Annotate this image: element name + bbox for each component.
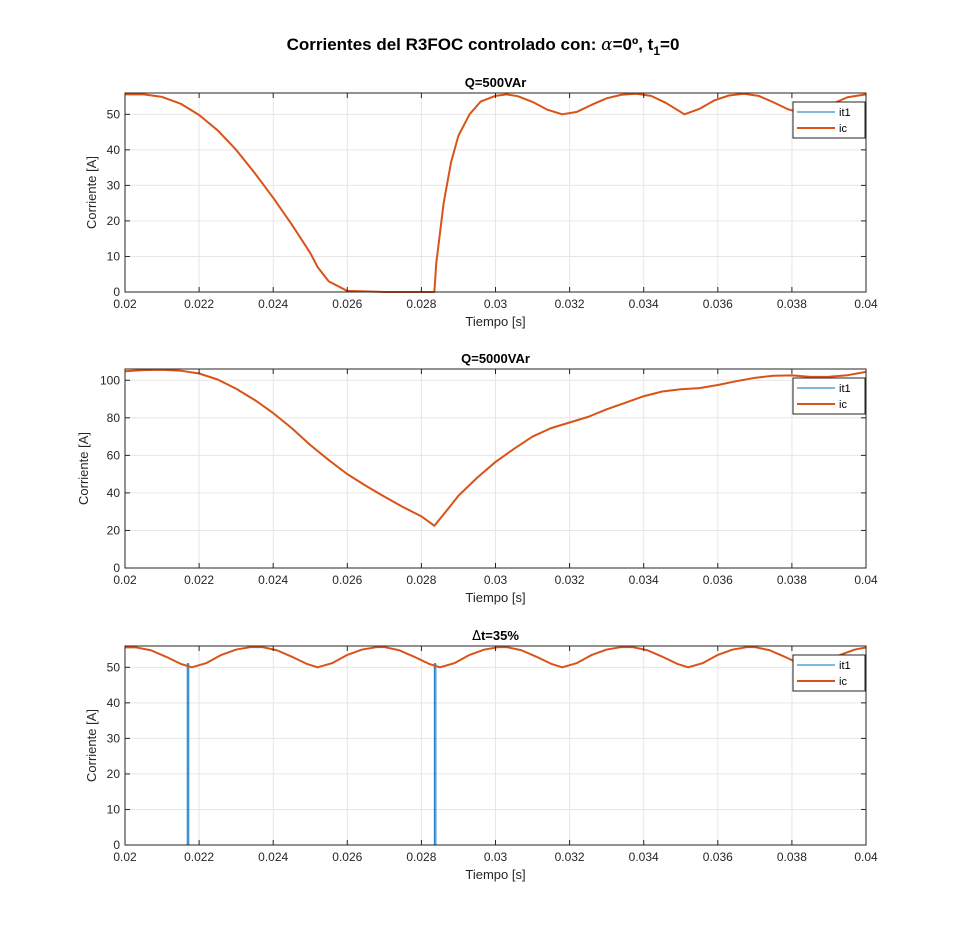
legend: it1 ic: [792, 377, 866, 415]
y-axis-label: Corriente [A]: [76, 432, 91, 505]
legend-box: [792, 101, 866, 139]
chart-title-part: t=35%: [481, 628, 519, 643]
y-axis-label: Corriente [A]: [84, 709, 99, 782]
figure-title-part: Corrientes del R3FOC controlado con:: [287, 35, 602, 54]
y-tick-label: 0: [113, 285, 120, 299]
y-tick-label: 50: [107, 107, 121, 121]
x-tick-label: 0.022: [184, 297, 214, 311]
y-axis-label: Corriente [A]: [84, 156, 99, 229]
figure-title-part: =0º, t: [613, 35, 654, 54]
legend-label-it1: it1: [839, 107, 851, 119]
figure-title: Corrientes del R3FOC controlado con: α=0…: [287, 35, 680, 58]
legend: it1 ic: [792, 654, 866, 692]
x-axis-label: Tiempo [s]: [465, 867, 525, 882]
y-tick-label: 10: [107, 249, 121, 263]
chart-title: Δt=35%: [472, 628, 519, 644]
figure-title-subscript: 1: [653, 44, 660, 58]
x-tick-label: 0.028: [406, 297, 436, 311]
legend-box: [792, 654, 866, 692]
x-tick-label: 0.034: [629, 573, 659, 587]
x-tick-label: 0.02: [113, 573, 137, 587]
x-tick-label: 0.028: [406, 573, 436, 587]
x-tick-label: 0.04: [854, 850, 878, 864]
x-axis-label: Tiempo [s]: [465, 590, 525, 605]
y-tick-label: 40: [107, 486, 121, 500]
x-tick-label: 0.04: [854, 297, 878, 311]
x-tick-label: 0.024: [258, 573, 288, 587]
figure-title-part: =0: [660, 35, 679, 54]
x-tick-label: 0.026: [332, 850, 362, 864]
x-tick-label: 0.03: [484, 297, 508, 311]
x-tick-label: 0.032: [555, 573, 585, 587]
x-tick-label: 0.024: [258, 297, 288, 311]
y-tick-label: 50: [107, 660, 121, 674]
legend: it1 ic: [792, 101, 866, 139]
x-tick-label: 0.02: [113, 297, 137, 311]
x-tick-label: 0.032: [555, 297, 585, 311]
chart-title: Q=500VAr: [465, 75, 527, 90]
legend-label-it1: it1: [839, 660, 851, 672]
x-tick-label: 0.034: [629, 297, 659, 311]
series-line-ic: [125, 368, 866, 527]
x-tick-label: 0.036: [703, 297, 733, 311]
chart-2: 0.02 0.022 0.024 0.026 0.028 0.03 0.032 0.034 0.…: [76, 351, 878, 605]
chart-title: Q=5000VAr: [461, 351, 530, 366]
y-tick-label: 80: [107, 411, 121, 425]
y-tick-label: 0: [113, 561, 120, 575]
x-tick-label: 0.036: [703, 850, 733, 864]
x-tick-label: 0.022: [184, 850, 214, 864]
chart-title-symbol: Δ: [472, 629, 481, 644]
y-tick-label: 30: [107, 178, 121, 192]
x-tick-label: 0.022: [184, 573, 214, 587]
x-tick-label: 0.038: [777, 297, 807, 311]
y-tick-label: 10: [107, 802, 121, 816]
y-tick-label: 40: [107, 143, 121, 157]
x-tick-label: 0.036: [703, 573, 733, 587]
y-tick-label: 60: [107, 448, 121, 462]
chart-3: 0.02 0.022 0.024 0.026 0.028 0.03 0.032 0.034 0.…: [84, 628, 878, 882]
x-tick-label: 0.03: [484, 573, 508, 587]
y-tick-label: 100: [100, 373, 120, 387]
legend-label-it1: it1: [839, 383, 851, 395]
x-tick-label: 0.026: [332, 573, 362, 587]
x-tick-label: 0.026: [332, 297, 362, 311]
legend-label-ic: ic: [839, 399, 847, 411]
y-tick-label: 30: [107, 731, 121, 745]
legend-label-ic: ic: [839, 676, 847, 688]
x-tick-label: 0.038: [777, 573, 807, 587]
y-tick-label: 20: [107, 523, 121, 537]
x-axis-label: Tiempo [s]: [465, 314, 525, 329]
x-tick-label: 0.038: [777, 850, 807, 864]
y-tick-label: 20: [107, 214, 121, 228]
figure-title-symbol: α: [601, 35, 613, 55]
x-tick-label: 0.028: [406, 850, 436, 864]
legend-label-ic: ic: [839, 123, 847, 135]
x-tick-label: 0.032: [555, 850, 585, 864]
y-tick-label: 40: [107, 696, 121, 710]
y-tick-label: 20: [107, 767, 121, 781]
x-tick-label: 0.02: [113, 850, 137, 864]
chart-1: 0.02 0.022 0.024 0.026 0.028 0.03 0.032 0.034 0.…: [84, 75, 878, 329]
x-tick-label: 0.04: [854, 573, 878, 587]
x-tick-label: 0.03: [484, 850, 508, 864]
series-line-ic: [125, 646, 866, 669]
series-line-ic: [125, 92, 866, 293]
x-tick-label: 0.024: [258, 850, 288, 864]
axes-layer: 0.02 0.022 0.024 0.026 0.028 0.03 0.032 0.034 0.…: [76, 75, 878, 882]
y-tick-label: 0: [113, 838, 120, 852]
x-tick-label: 0.034: [629, 850, 659, 864]
legend-box: [792, 377, 866, 415]
